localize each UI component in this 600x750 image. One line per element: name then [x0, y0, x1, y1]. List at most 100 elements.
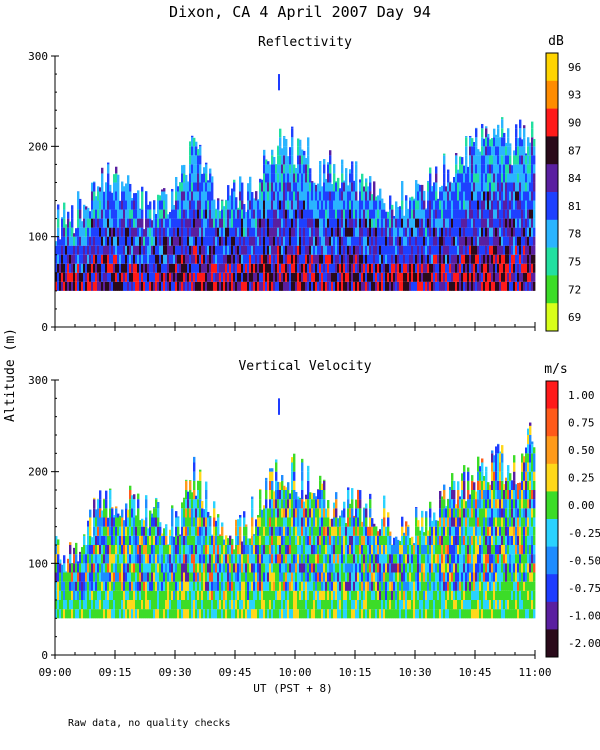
range-gate [193, 191, 196, 201]
range-gate [203, 517, 206, 527]
range-gate [503, 191, 506, 201]
range-gate [103, 545, 106, 555]
range-gate [175, 176, 178, 183]
range-gate [231, 581, 234, 591]
range-gate [225, 199, 228, 201]
range-gate [395, 272, 398, 282]
range-gate [199, 600, 202, 610]
range-gate [351, 209, 354, 219]
range-gate [529, 209, 532, 219]
range-gate [473, 200, 476, 210]
range-gate [237, 526, 240, 536]
range-gate [397, 254, 400, 264]
range-gate [449, 209, 452, 219]
range-gate [357, 254, 360, 264]
range-gate [97, 572, 100, 582]
range-gate [435, 236, 438, 246]
range-gate [407, 245, 410, 255]
range-gate [241, 236, 244, 246]
range-gate [521, 281, 524, 291]
range-gate [141, 236, 144, 246]
range-gate [271, 182, 274, 192]
range-gate [277, 218, 280, 228]
range-gate [105, 545, 108, 555]
range-gate [211, 218, 214, 228]
range-gate [497, 281, 500, 291]
range-gate [111, 590, 114, 600]
range-gate [407, 281, 410, 291]
range-gate [153, 590, 156, 600]
range-gate [239, 563, 242, 573]
range-gate [145, 190, 148, 192]
range-gate [521, 236, 524, 246]
range-gate [187, 517, 190, 527]
range-gate [351, 227, 354, 237]
range-gate [149, 281, 152, 291]
range-gate [517, 236, 520, 246]
range-gate [395, 236, 398, 246]
range-gate [307, 480, 310, 490]
range-gate [177, 526, 180, 536]
range-gate [337, 236, 340, 246]
range-gate [297, 245, 300, 255]
range-gate [193, 609, 196, 619]
range-gate [77, 227, 80, 237]
range-gate [275, 459, 278, 463]
range-gate [335, 191, 338, 201]
range-gate [497, 146, 500, 156]
range-gate [89, 563, 92, 573]
range-gate [183, 508, 186, 518]
range-gate [165, 209, 168, 219]
range-gate [519, 245, 522, 255]
range-gate [109, 184, 112, 192]
range-gate [365, 254, 368, 264]
range-gate [471, 272, 474, 282]
range-gate [239, 272, 242, 282]
range-gate [167, 563, 170, 573]
range-gate [155, 572, 158, 582]
range-gate [523, 164, 526, 174]
range-gate [157, 281, 160, 291]
range-gate [301, 272, 304, 282]
range-gate [489, 236, 492, 246]
range-gate [143, 245, 146, 255]
range-gate [177, 563, 180, 573]
range-gate [67, 254, 70, 264]
range-gate [245, 545, 248, 555]
range-gate [255, 535, 258, 545]
range-gate [235, 281, 238, 291]
range-gate [393, 236, 396, 246]
range-gate [265, 572, 268, 582]
range-gate [229, 245, 232, 255]
range-gate [457, 200, 460, 210]
range-gate [191, 600, 194, 610]
range-gate [193, 164, 196, 174]
range-gate [323, 263, 326, 273]
range-gate [355, 263, 358, 273]
range-gate [527, 164, 530, 174]
range-gate [135, 193, 138, 201]
range-gate [257, 254, 260, 264]
range-gate [187, 182, 190, 192]
range-gate [399, 236, 402, 246]
range-gate [197, 191, 200, 201]
range-gate [375, 272, 378, 282]
range-gate [381, 227, 384, 237]
range-gate [57, 263, 60, 273]
range-gate [515, 227, 518, 237]
range-gate [163, 545, 166, 555]
range-gate [61, 227, 64, 237]
range-gate [299, 236, 302, 246]
range-gate [419, 191, 422, 201]
range-gate [241, 254, 244, 264]
range-gate [501, 200, 504, 210]
range-gate [207, 209, 210, 219]
range-gate [75, 254, 78, 264]
range-gate [497, 173, 500, 183]
range-gate [271, 590, 274, 600]
range-gate [219, 609, 222, 619]
range-gate [435, 281, 438, 291]
range-gate [469, 191, 472, 201]
range-gate [435, 166, 438, 174]
range-gate [425, 245, 428, 255]
